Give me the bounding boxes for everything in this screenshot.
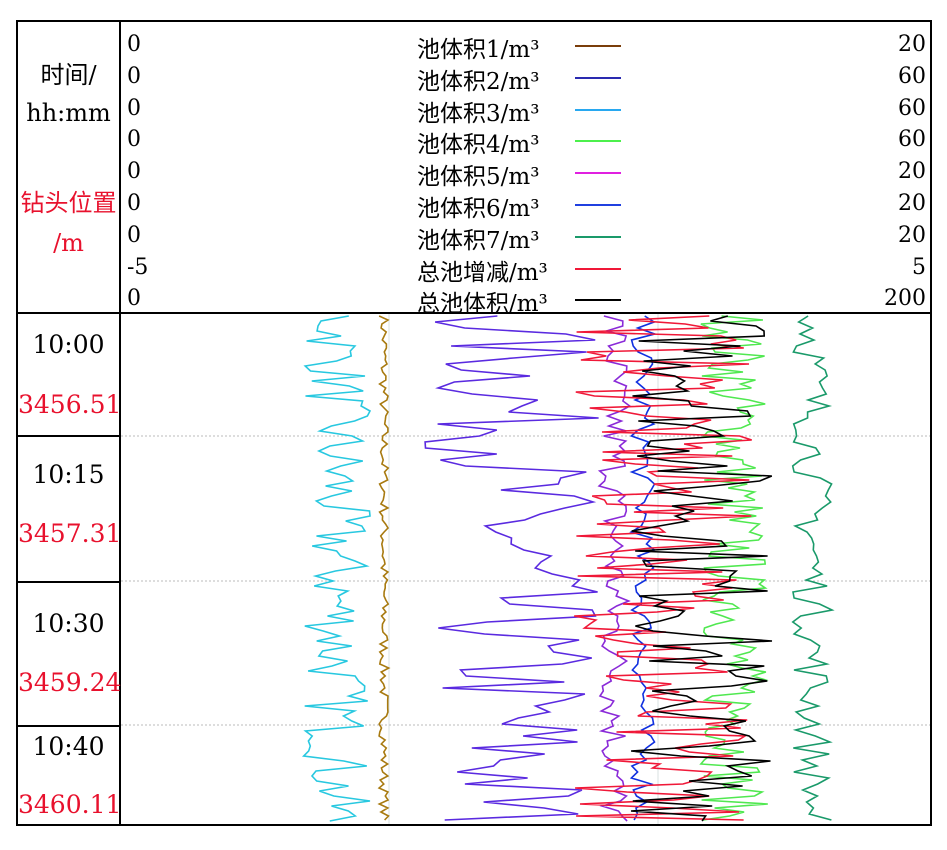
legend-row: 0 池体积6/m³ 20 (121, 189, 930, 222)
time-axis-unit: hh:mm (26, 99, 111, 127)
legend-line-swatch (575, 204, 621, 206)
depth-tick: 3457.31 (18, 519, 122, 548)
legend-line-swatch (575, 235, 621, 238)
legend-line-swatch (575, 267, 621, 270)
series-curve (424, 315, 599, 821)
legend-row: 0 池体积7/m³ 20 (121, 221, 930, 254)
legend-series-name: 池体积4/m³ (417, 132, 540, 159)
legend-series-name: 池体积1/m³ (417, 37, 540, 63)
legend-series-name: 池体积7/m³ (417, 227, 540, 254)
legend-series-name: 池体积5/m³ (417, 164, 540, 191)
time-tick: 10:00 (32, 330, 105, 359)
legend-max-value: 200 (884, 286, 926, 312)
legend-max-value: 20 (898, 191, 926, 216)
legend-series-name: 总池增减/m³ (417, 259, 548, 286)
log-frame (16, 20, 932, 826)
legend-max-value: 20 (898, 222, 926, 248)
depth-tick: 3459.24 (18, 668, 122, 697)
legend-row: 0 池体积2/m³ 60 (121, 62, 930, 95)
legend-min-value: 0 (127, 127, 141, 153)
legend-min-value: 0 (127, 191, 141, 216)
row-divider (16, 581, 120, 583)
series-curve (699, 315, 769, 821)
row-divider (16, 725, 120, 727)
time-tick: 10:40 (32, 732, 105, 761)
legend-max-value: 20 (898, 159, 926, 185)
legend-series-name: 池体积2/m³ (417, 68, 540, 95)
legend-min-value: 0 (127, 159, 141, 185)
legend-max-value: 60 (898, 63, 926, 89)
legend-max-value: 20 (898, 32, 926, 57)
legend-min-value: 0 (127, 222, 141, 248)
time-tick: 10:30 (32, 609, 105, 638)
legend-row: 0 池体积3/m³ 60 (121, 94, 930, 127)
legend-row: 0 池体积5/m³ 20 (121, 157, 930, 191)
legend-row: 0 池体积1/m³ 20 (121, 30, 930, 63)
series-curve (629, 315, 658, 821)
legend-series-name: 池体积6/m³ (417, 196, 540, 222)
series-curve (791, 315, 835, 821)
row-divider (16, 435, 120, 437)
depth-axis-unit: /m (53, 229, 84, 257)
legend-line-swatch (575, 172, 621, 175)
legend-min-value: 0 (127, 63, 141, 89)
legend-series-name: 总池体积/m³ (417, 291, 548, 318)
legend-line-swatch (575, 45, 621, 47)
legend-min-value: 0 (127, 32, 141, 57)
header-divider (16, 312, 932, 314)
legend-series-name: 池体积3/m³ (417, 100, 540, 127)
series-curve (630, 315, 773, 822)
legend-line-swatch (575, 140, 621, 143)
legend-row: 0 总池体积/m³ 200 (121, 284, 930, 318)
depth-tick: 3460.11 (18, 790, 122, 819)
legend-line-swatch (575, 299, 621, 302)
legend-line-swatch (575, 76, 621, 79)
legend-max-value: 60 (898, 127, 926, 153)
legend-min-value: 0 (127, 286, 141, 312)
legend-row: -5 总池增减/m³ 5 (121, 253, 930, 286)
track-divider (119, 20, 121, 826)
legend-row: 0 池体积4/m³ 60 (121, 125, 930, 159)
legend-min-value: 0 (127, 95, 141, 121)
depth-axis-label: 钻头位置 (20, 189, 117, 217)
time-axis-label: 时间/ (40, 61, 97, 89)
legend-line-swatch (575, 108, 621, 111)
legend-min-value: -5 (127, 254, 149, 280)
legend-max-value: 5 (912, 254, 926, 280)
log-plot-area (121, 314, 930, 824)
series-curve (377, 315, 391, 821)
legend-max-value: 60 (898, 95, 926, 121)
series-curve (301, 315, 372, 822)
time-tick: 10:15 (32, 460, 105, 489)
depth-tick: 3456.51 (18, 390, 122, 419)
